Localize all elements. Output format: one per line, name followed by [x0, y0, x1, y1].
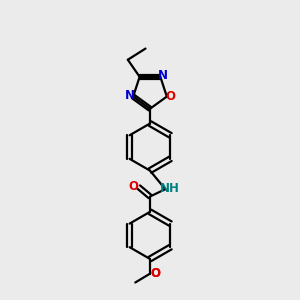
- Text: N: N: [158, 69, 168, 82]
- Text: O: O: [129, 180, 139, 193]
- Text: NH: NH: [160, 182, 179, 195]
- Text: N: N: [125, 88, 135, 102]
- Text: O: O: [150, 267, 160, 280]
- Text: O: O: [165, 90, 175, 103]
- Text: O: O: [150, 267, 160, 280]
